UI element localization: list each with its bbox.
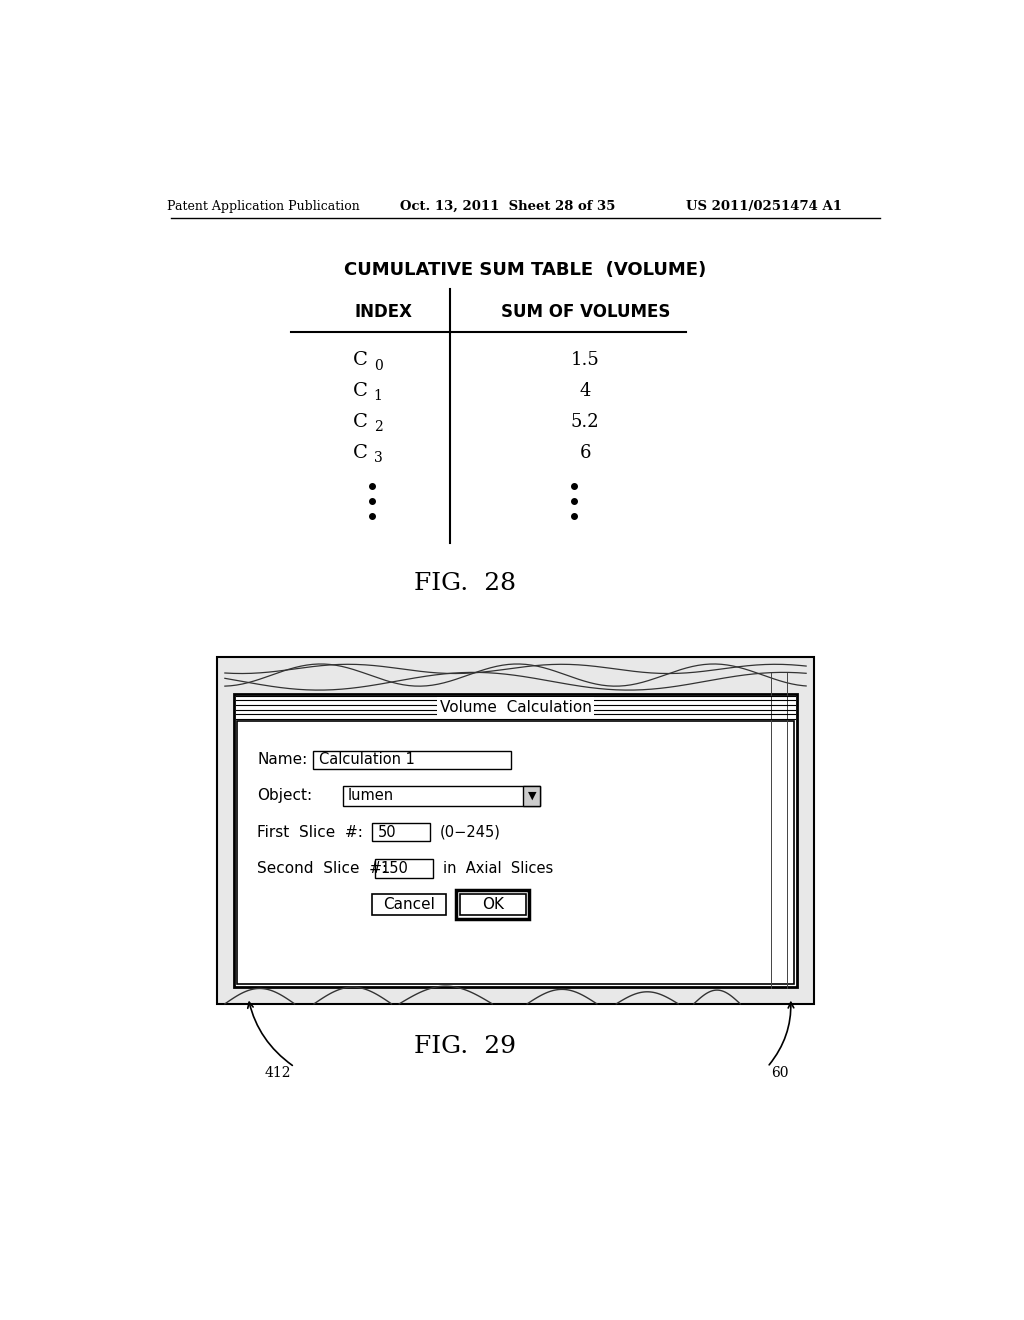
Text: US 2011/0251474 A1: US 2011/0251474 A1: [685, 199, 842, 213]
Text: Object:: Object:: [257, 788, 312, 804]
Text: (0−245): (0−245): [439, 825, 501, 840]
Bar: [234, 693, 797, 987]
Bar: [523, 785, 541, 807]
Text: SUM OF VOLUMES: SUM OF VOLUMES: [501, 304, 670, 321]
Bar: [456, 890, 529, 919]
Bar: [313, 751, 511, 770]
Text: 2: 2: [374, 420, 382, 434]
Text: 1: 1: [374, 389, 383, 404]
Text: C: C: [353, 351, 369, 370]
Text: lumen: lumen: [348, 788, 394, 804]
Text: 150: 150: [381, 861, 409, 876]
Text: 60: 60: [771, 1067, 788, 1080]
Text: Oct. 13, 2011  Sheet 28 of 35: Oct. 13, 2011 Sheet 28 of 35: [400, 199, 615, 213]
Text: ▼: ▼: [527, 791, 536, 801]
Text: Cancel: Cancel: [383, 898, 435, 912]
Text: Patent Application Publication: Patent Application Publication: [167, 199, 360, 213]
Text: OK: OK: [481, 898, 504, 912]
Text: 50: 50: [378, 825, 396, 840]
Text: C: C: [353, 444, 369, 462]
Bar: [372, 894, 445, 915]
Text: FIG.  29: FIG. 29: [414, 1035, 516, 1057]
Text: CUMULATIVE SUM TABLE  (VOLUME): CUMULATIVE SUM TABLE (VOLUME): [344, 261, 706, 279]
Text: Name:: Name:: [257, 752, 307, 767]
Text: 412: 412: [264, 1067, 291, 1080]
Bar: [372, 822, 430, 841]
Bar: [217, 657, 814, 1003]
Text: 3: 3: [374, 451, 382, 465]
Text: Second  Slice  #:: Second Slice #:: [257, 861, 387, 876]
Text: 6: 6: [580, 444, 591, 462]
Text: C: C: [353, 413, 369, 430]
Bar: [460, 894, 525, 915]
Text: 0: 0: [374, 359, 382, 372]
Bar: [375, 859, 433, 878]
Text: 1.5: 1.5: [570, 351, 600, 370]
Bar: [343, 785, 541, 807]
Text: INDEX: INDEX: [354, 304, 413, 321]
Text: C: C: [353, 381, 369, 400]
Text: 5.2: 5.2: [571, 413, 600, 430]
Text: FIG.  28: FIG. 28: [414, 572, 516, 595]
Bar: [238, 721, 794, 983]
Text: in  Axial  Slices: in Axial Slices: [442, 861, 553, 876]
Text: Calculation 1: Calculation 1: [318, 752, 415, 767]
Text: 4: 4: [580, 381, 591, 400]
Text: First  Slice  #:: First Slice #:: [257, 825, 364, 840]
Text: Volume  Calculation: Volume Calculation: [439, 700, 592, 715]
